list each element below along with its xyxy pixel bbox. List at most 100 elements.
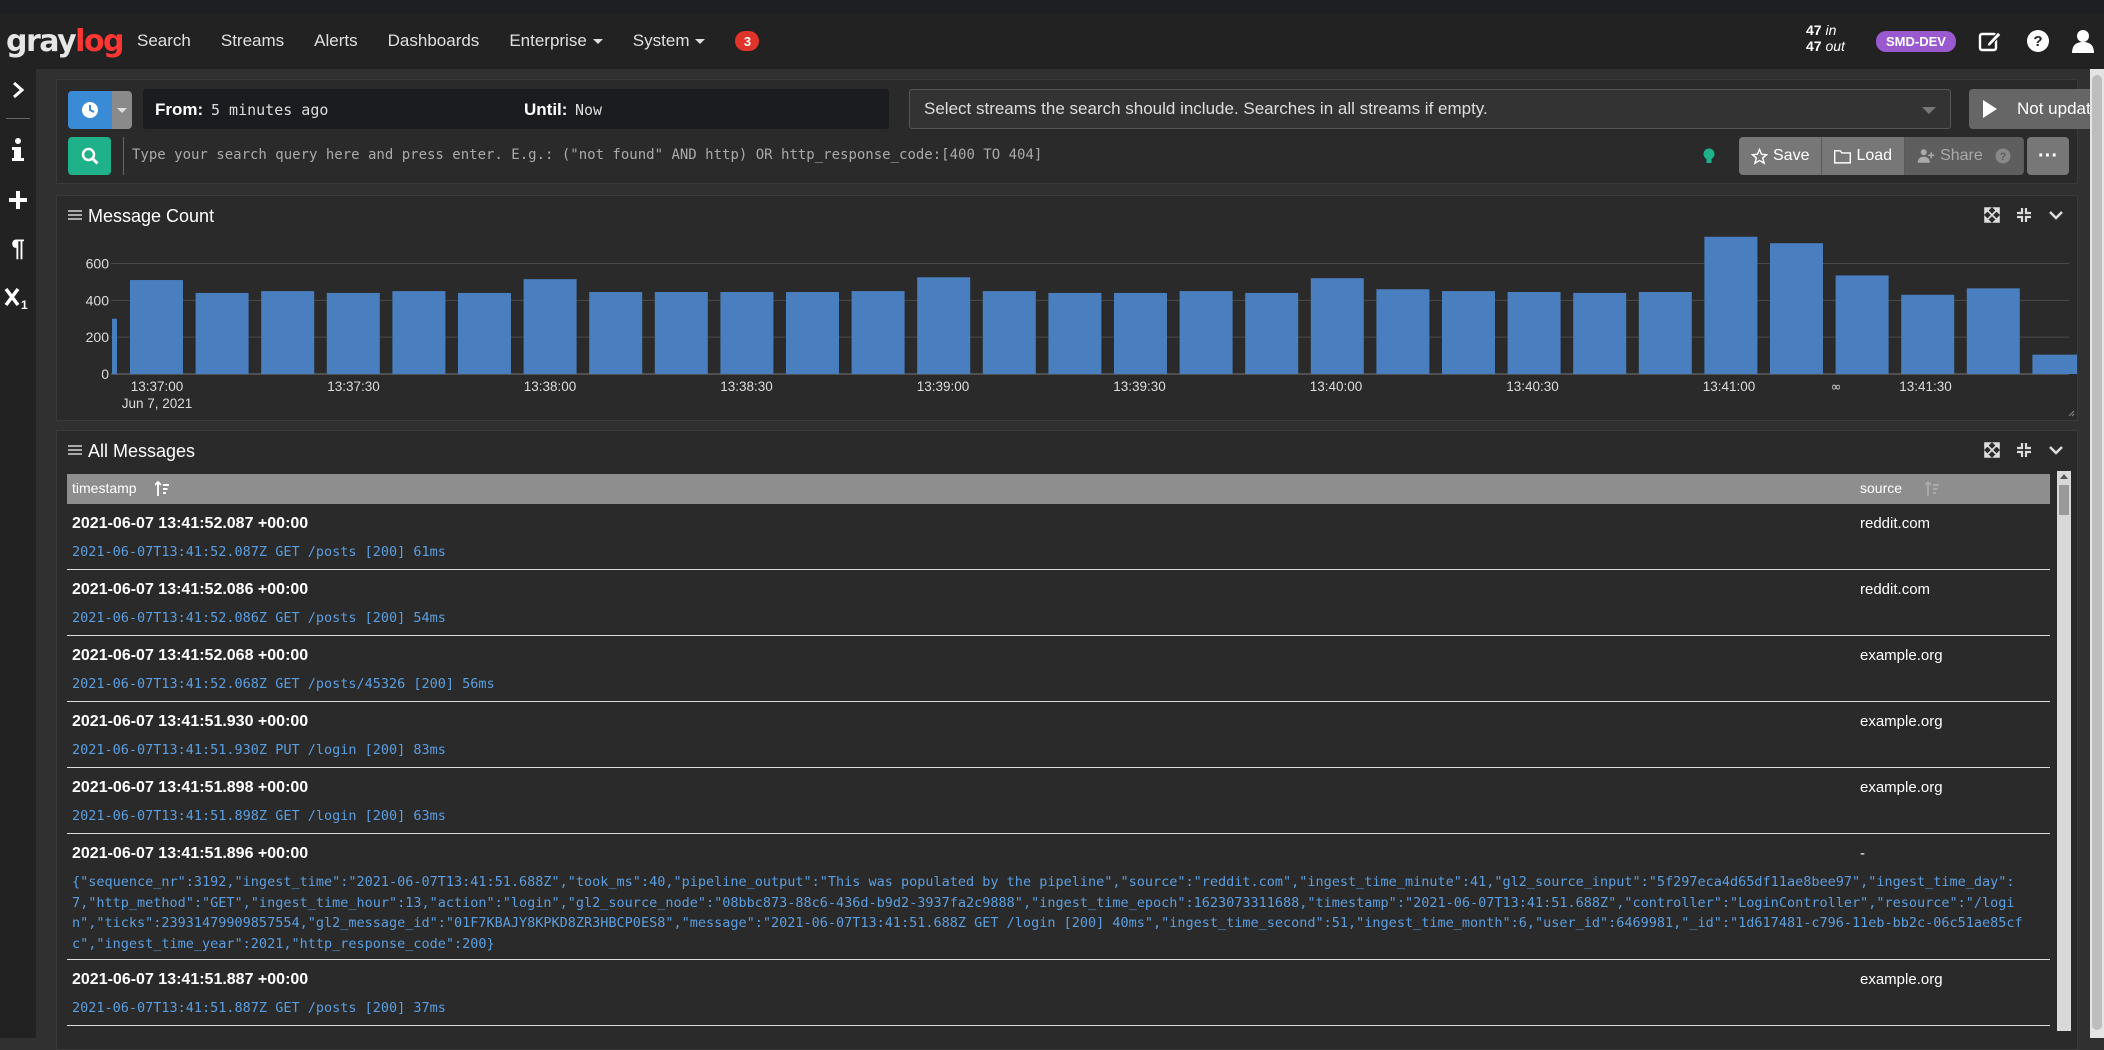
- row-message: 2021-06-07T13:41:51.930Z PUT /login [200…: [72, 742, 446, 758]
- query-hint-bulb-icon[interactable]: [1703, 148, 1715, 164]
- chevron-down-icon[interactable]: [2047, 441, 2065, 459]
- y-tick-label: 600: [86, 255, 110, 271]
- save-search-button[interactable]: Save: [1739, 137, 1823, 175]
- row-timestamp: 2021-06-07 13:41:51.930 +00:00: [72, 713, 309, 730]
- compress-icon[interactable]: [2015, 441, 2033, 459]
- table-row[interactable]: 2021-06-07 13:41:51.896 +00:00 - {"sequenc…: [67, 834, 2050, 960]
- nav-item-alerts[interactable]: Alerts: [299, 13, 372, 69]
- nav-item-system[interactable]: System: [618, 13, 721, 69]
- edit-icon[interactable]: [1977, 28, 2003, 54]
- more-actions-button[interactable]: ···: [2027, 137, 2069, 175]
- time-range-type-button[interactable]: [68, 91, 112, 129]
- row-message: 2021-06-07T13:41:51.887Z GET /posts [200…: [72, 1000, 446, 1016]
- info-icon[interactable]: [0, 135, 36, 165]
- logo-text-main: gray: [6, 23, 77, 59]
- column-header-source[interactable]: source: [1860, 480, 1903, 496]
- load-search-button[interactable]: Load: [1822, 137, 1906, 175]
- chart-bar: [130, 280, 183, 374]
- sort-icon[interactable]: [1925, 481, 1939, 497]
- chart-bar: [1114, 292, 1167, 374]
- until-label: Until:: [524, 100, 568, 119]
- svg-text:?: ?: [2033, 33, 2042, 50]
- chart-bar: [392, 291, 446, 374]
- scrollbar-thumb[interactable]: [2059, 485, 2069, 515]
- x-tick-label: 13:38:30: [720, 379, 773, 394]
- widget-actions: [1983, 206, 2065, 224]
- expand-icon[interactable]: [0, 75, 36, 105]
- drag-handle-icon[interactable]: [68, 210, 82, 220]
- svg-text:?: ?: [1999, 151, 2006, 163]
- caret-down-icon: [592, 38, 603, 44]
- row-timestamp: 2021-06-07 13:41:52.086 +00:00: [72, 581, 309, 598]
- nav-item-label: System: [632, 31, 690, 50]
- add-icon[interactable]: [0, 185, 36, 215]
- x-tick-label: 13:41:00: [1703, 379, 1756, 394]
- star-icon: [1751, 147, 1768, 165]
- table-row[interactable]: 2021-06-07 13:41:51.887 +00:00 example.or…: [67, 960, 2050, 1026]
- chart-bar: [786, 292, 839, 374]
- refresh-control-button[interactable]: Not updating: [1969, 89, 2104, 129]
- time-range-display[interactable]: From: 5 minutes ago Until: Now: [143, 89, 889, 129]
- table-row[interactable]: 2021-06-07 13:41:52.087 +00:00 reddit.com…: [67, 504, 2050, 570]
- search-button[interactable]: [68, 137, 111, 175]
- messages-scrollbar[interactable]: [2057, 471, 2071, 1031]
- subscript-icon[interactable]: 1: [0, 283, 36, 313]
- compress-icon[interactable]: [2015, 206, 2033, 224]
- table-row[interactable]: 2021-06-07 13:41:51.898 +00:00 example.or…: [67, 768, 2050, 834]
- graylog-logo[interactable]: gray log: [6, 21, 125, 61]
- message-count-chart[interactable]: 0 200 400 600 13:37:00 13:37:30 13:38:00 13:38:…: [57, 234, 2077, 420]
- nav-item-streams[interactable]: Streams: [206, 13, 299, 69]
- fullscreen-icon[interactable]: [1983, 206, 2001, 224]
- row-source: reddit.com: [1860, 515, 1931, 532]
- row-timestamp: 2021-06-07 13:41:51.898 +00:00: [72, 779, 309, 796]
- row-timestamp: 2021-06-07 13:41:52.068 +00:00: [72, 647, 309, 664]
- share-search-button[interactable]: Share ?: [1905, 137, 2024, 175]
- table-row[interactable]: 2021-06-07 13:41:52.068 +00:00 example.or…: [67, 636, 2050, 702]
- user-icon[interactable]: [2070, 28, 2096, 54]
- chart-bar: [2032, 354, 2077, 374]
- fullscreen-icon[interactable]: [1983, 441, 2001, 459]
- caret-down-icon: [695, 38, 706, 44]
- sort-icon[interactable]: [155, 481, 169, 497]
- nav-item-search[interactable]: Search: [122, 13, 206, 69]
- table-row[interactable]: 2021-06-07 13:41:51.930 +00:00 example.or…: [67, 702, 2050, 768]
- y-tick-label: 0: [101, 366, 109, 382]
- from-value: 5 minutes ago: [211, 101, 329, 119]
- until-value: Now: [575, 101, 603, 119]
- chevron-down-icon[interactable]: [2047, 206, 2065, 224]
- row-message: {"sequence_nr":3192,"ingest_time":"2021-…: [72, 874, 2023, 952]
- page-scrollbar-thumb[interactable]: [2092, 75, 2102, 1030]
- row-source: example.org: [1860, 647, 1943, 664]
- all-messages-widget: All Messages timestamp source 2021-06-07…: [56, 430, 2078, 1050]
- widget-title: Message Count: [88, 206, 215, 226]
- nav-item-dashboards[interactable]: Dashboards: [373, 13, 495, 69]
- table-row[interactable]: 2021-06-07 13:41:52.086 +00:00 reddit.com…: [67, 570, 2050, 636]
- paragraph-icon[interactable]: ¶: [11, 235, 25, 262]
- top-navbar: gray log Search Streams Alerts Dashboards Ent…: [0, 13, 2104, 69]
- search-query-input[interactable]: Type your search query here and press en…: [123, 137, 1719, 175]
- drag-handle-icon[interactable]: [68, 445, 82, 455]
- share-label: Share: [1940, 147, 1983, 164]
- environment-badge: SMD-DEV: [1876, 31, 1956, 52]
- page-scrollbar[interactable]: [2090, 69, 2104, 1038]
- chart-bar: [261, 291, 315, 374]
- scroll-up-icon[interactable]: [2060, 474, 2068, 479]
- notifications-link[interactable]: 3: [720, 13, 774, 69]
- help-icon[interactable]: ?: [2025, 28, 2051, 54]
- row-message: 2021-06-07T13:41:52.086Z GET /posts [200…: [72, 610, 446, 626]
- nav-item-label: Search: [137, 31, 191, 50]
- column-header-timestamp[interactable]: timestamp: [72, 480, 137, 496]
- question-icon: ?: [1995, 148, 2011, 164]
- row-timestamp: 2021-06-07 13:41:52.087 +00:00: [72, 515, 309, 532]
- row-source: example.org: [1860, 779, 1943, 796]
- streams-placeholder: Select streams the search should include…: [924, 99, 1488, 118]
- chart-bar: [326, 292, 380, 374]
- folder-icon: [1834, 149, 1852, 164]
- nav-item-enterprise[interactable]: Enterprise: [494, 13, 617, 69]
- throughput-indicator[interactable]: 47 in 47 out: [1806, 22, 1845, 54]
- save-label: Save: [1773, 147, 1810, 164]
- main-nav: Search Streams Alerts Dashboards Enterprise S…: [122, 13, 774, 69]
- streams-select[interactable]: Select streams the search should include…: [909, 89, 1951, 129]
- time-range-type-dropdown[interactable]: [112, 91, 132, 129]
- x-tick-label: 13:39:00: [917, 379, 970, 394]
